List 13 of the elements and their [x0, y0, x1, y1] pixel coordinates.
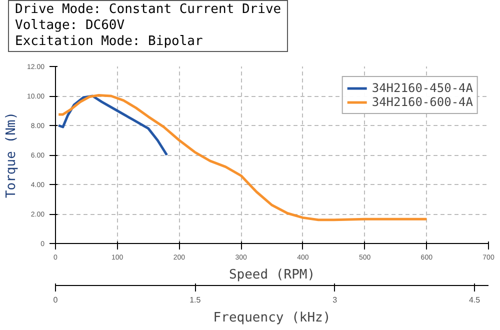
x-axis-title: Speed (RPM)	[228, 268, 316, 282]
x2-tick-label: 0	[53, 296, 58, 304]
legend-label: 34H2160-450-4A	[372, 81, 473, 95]
y-axis-title: Torque (Nm)	[4, 112, 19, 198]
x2-axis-title: Frequency (kHz)	[213, 310, 331, 326]
line-series	[57, 94, 168, 156]
x2-tick-label: 4.5	[468, 296, 481, 304]
legend-label: 34H2160-600-4A	[372, 95, 473, 109]
text: Drive Mode: Constant Current Drive	[15, 2, 282, 17]
x2-tick-label: 1.5	[190, 296, 202, 304]
text: Excitation Mode: Bipolar	[15, 34, 203, 49]
x2-tick-label: 3	[332, 296, 338, 304]
text: Voltage: DC60V	[15, 18, 125, 33]
